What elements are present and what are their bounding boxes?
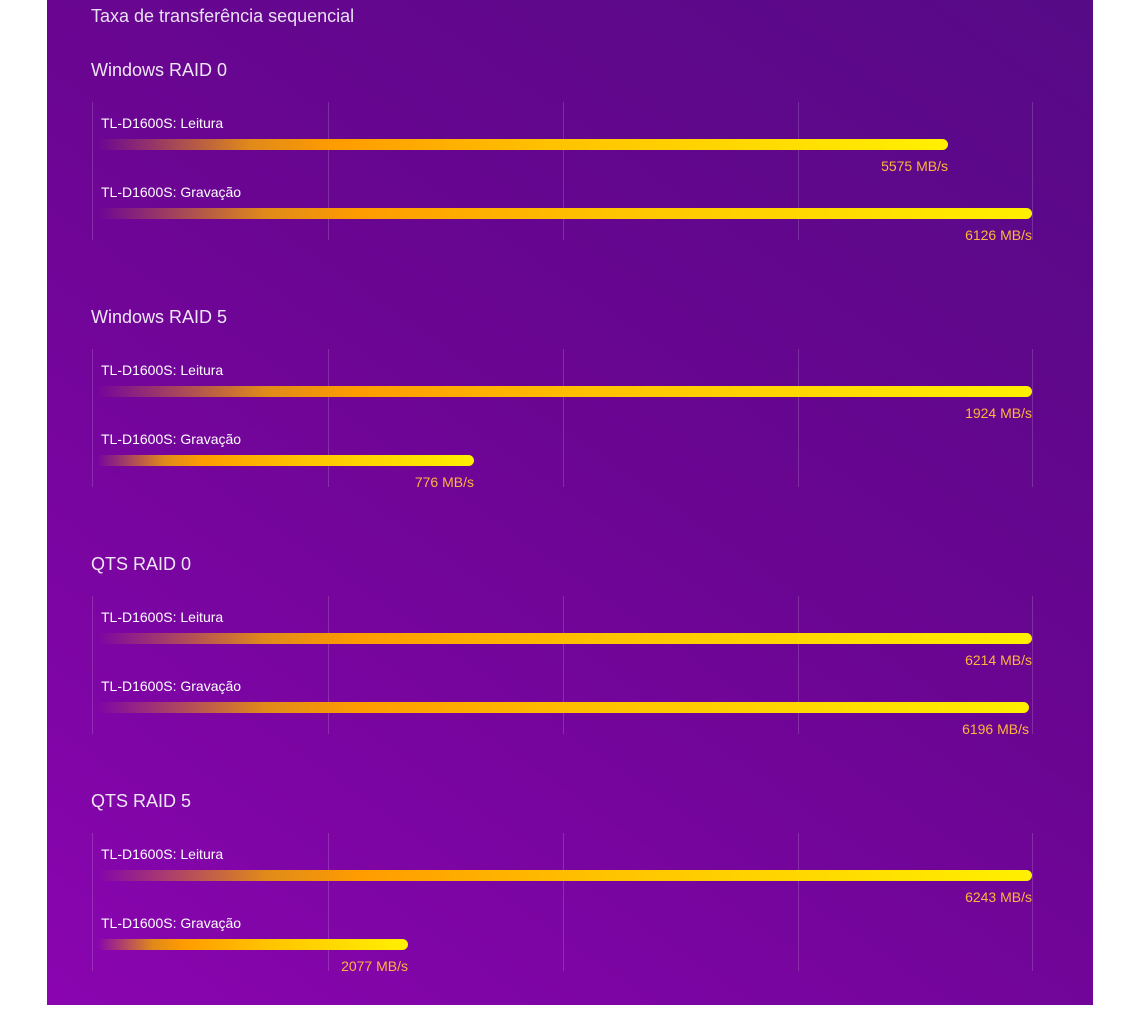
gridline xyxy=(798,349,799,487)
gridline xyxy=(328,833,329,971)
chart-title: Windows RAID 0 xyxy=(91,60,228,80)
bar-row: TL-D1600S: Leitura 6214 MB/s xyxy=(92,596,1032,668)
bar-label: TL-D1600S: Leitura xyxy=(101,846,224,862)
bar-track xyxy=(97,208,1032,219)
gridline xyxy=(92,102,93,240)
bar xyxy=(97,208,1032,219)
gridline xyxy=(92,833,93,971)
chart-plot-area: TL-D1600S: Leitura 5575 MB/s TL-D1600S: Gr… xyxy=(92,102,1033,243)
bar xyxy=(97,139,948,150)
bar-track xyxy=(97,386,1032,397)
bar-track xyxy=(97,633,1032,644)
gridline xyxy=(1032,102,1033,240)
gridline xyxy=(563,833,564,971)
gridline xyxy=(798,596,799,734)
chart-section: Windows RAID 5 TL-D1600S: Leitura 1924 MB/… xyxy=(47,307,1093,547)
gridline xyxy=(1032,349,1033,487)
gridline xyxy=(563,349,564,487)
gridline xyxy=(798,833,799,971)
chart-plot-area: TL-D1600S: Leitura 6214 MB/s TL-D1600S: Gr… xyxy=(92,596,1033,737)
gridline xyxy=(328,596,329,734)
chart-title: QTS RAID 0 xyxy=(91,554,192,574)
chart-title: QTS RAID 5 xyxy=(91,791,192,811)
bar-value-label: 6126 MB/s xyxy=(965,227,1032,243)
gridline xyxy=(328,349,329,487)
bar-row: TL-D1600S: Leitura 1924 MB/s xyxy=(92,349,1032,421)
bar xyxy=(97,633,1032,644)
bar xyxy=(97,939,408,950)
chart-section: Windows RAID 0 TL-D1600S: Leitura 5575 MB/… xyxy=(47,60,1093,300)
chart-plot-area: TL-D1600S: Leitura 6243 MB/s TL-D1600S: Gr… xyxy=(92,833,1033,974)
bar-track xyxy=(97,870,1032,881)
gridline xyxy=(1032,596,1033,734)
bar-row: TL-D1600S: Leitura 5575 MB/s xyxy=(92,102,1032,174)
bar-label: TL-D1600S: Leitura xyxy=(101,362,224,378)
chart-plot-area: TL-D1600S: Leitura 1924 MB/s TL-D1600S: Gr… xyxy=(92,349,1033,490)
bar-value-label: 2077 MB/s xyxy=(341,958,408,974)
gridline xyxy=(328,102,329,240)
chart-section: QTS RAID 5 TL-D1600S: Leitura 6243 MB/s TL-… xyxy=(47,791,1093,1031)
bar-row: TL-D1600S: Leitura 6243 MB/s xyxy=(92,833,1032,905)
gridline xyxy=(798,102,799,240)
page-title: Taxa de transferência sequencial xyxy=(91,6,355,26)
bar-row: TL-D1600S: Gravação 6196 MB/s xyxy=(92,665,1032,737)
bar-track xyxy=(97,702,1032,713)
bar xyxy=(97,870,1032,881)
bar xyxy=(97,455,474,466)
chart-section: QTS RAID 0 TL-D1600S: Leitura 6214 MB/s TL-… xyxy=(47,554,1093,794)
bar-value-label: 6243 MB/s xyxy=(965,889,1032,905)
bar-track xyxy=(97,939,1032,950)
bar-label: TL-D1600S: Gravação xyxy=(101,915,242,931)
bar-track xyxy=(97,455,1032,466)
bar-track xyxy=(97,139,1032,150)
gridline xyxy=(92,596,93,734)
bar xyxy=(97,386,1032,397)
bar-row: TL-D1600S: Gravação 2077 MB/s xyxy=(92,902,1032,974)
bar-value-label: 1924 MB/s xyxy=(965,405,1032,421)
chart-title: Windows RAID 5 xyxy=(91,307,228,327)
bar-row: TL-D1600S: Gravação 776 MB/s xyxy=(92,418,1032,490)
bar-row: TL-D1600S: Gravação 6126 MB/s xyxy=(92,171,1032,243)
gridline xyxy=(563,596,564,734)
bar-value-label: 6196 MB/s xyxy=(962,721,1029,737)
bar-value-label: 6214 MB/s xyxy=(965,652,1032,668)
bar xyxy=(97,702,1029,713)
bar-label: TL-D1600S: Gravação xyxy=(101,678,242,694)
gridline xyxy=(563,102,564,240)
bar-label: TL-D1600S: Leitura xyxy=(101,115,224,131)
bar-label: TL-D1600S: Gravação xyxy=(101,431,242,447)
gridline xyxy=(1032,833,1033,971)
chart-panel: Taxa de transferência sequencial Windows… xyxy=(47,0,1093,1005)
bar-value-label: 776 MB/s xyxy=(414,474,474,490)
bar-value-label: 5575 MB/s xyxy=(881,158,948,174)
bar-label: TL-D1600S: Gravação xyxy=(101,184,242,200)
gridline xyxy=(92,349,93,487)
bar-label: TL-D1600S: Leitura xyxy=(101,609,224,625)
